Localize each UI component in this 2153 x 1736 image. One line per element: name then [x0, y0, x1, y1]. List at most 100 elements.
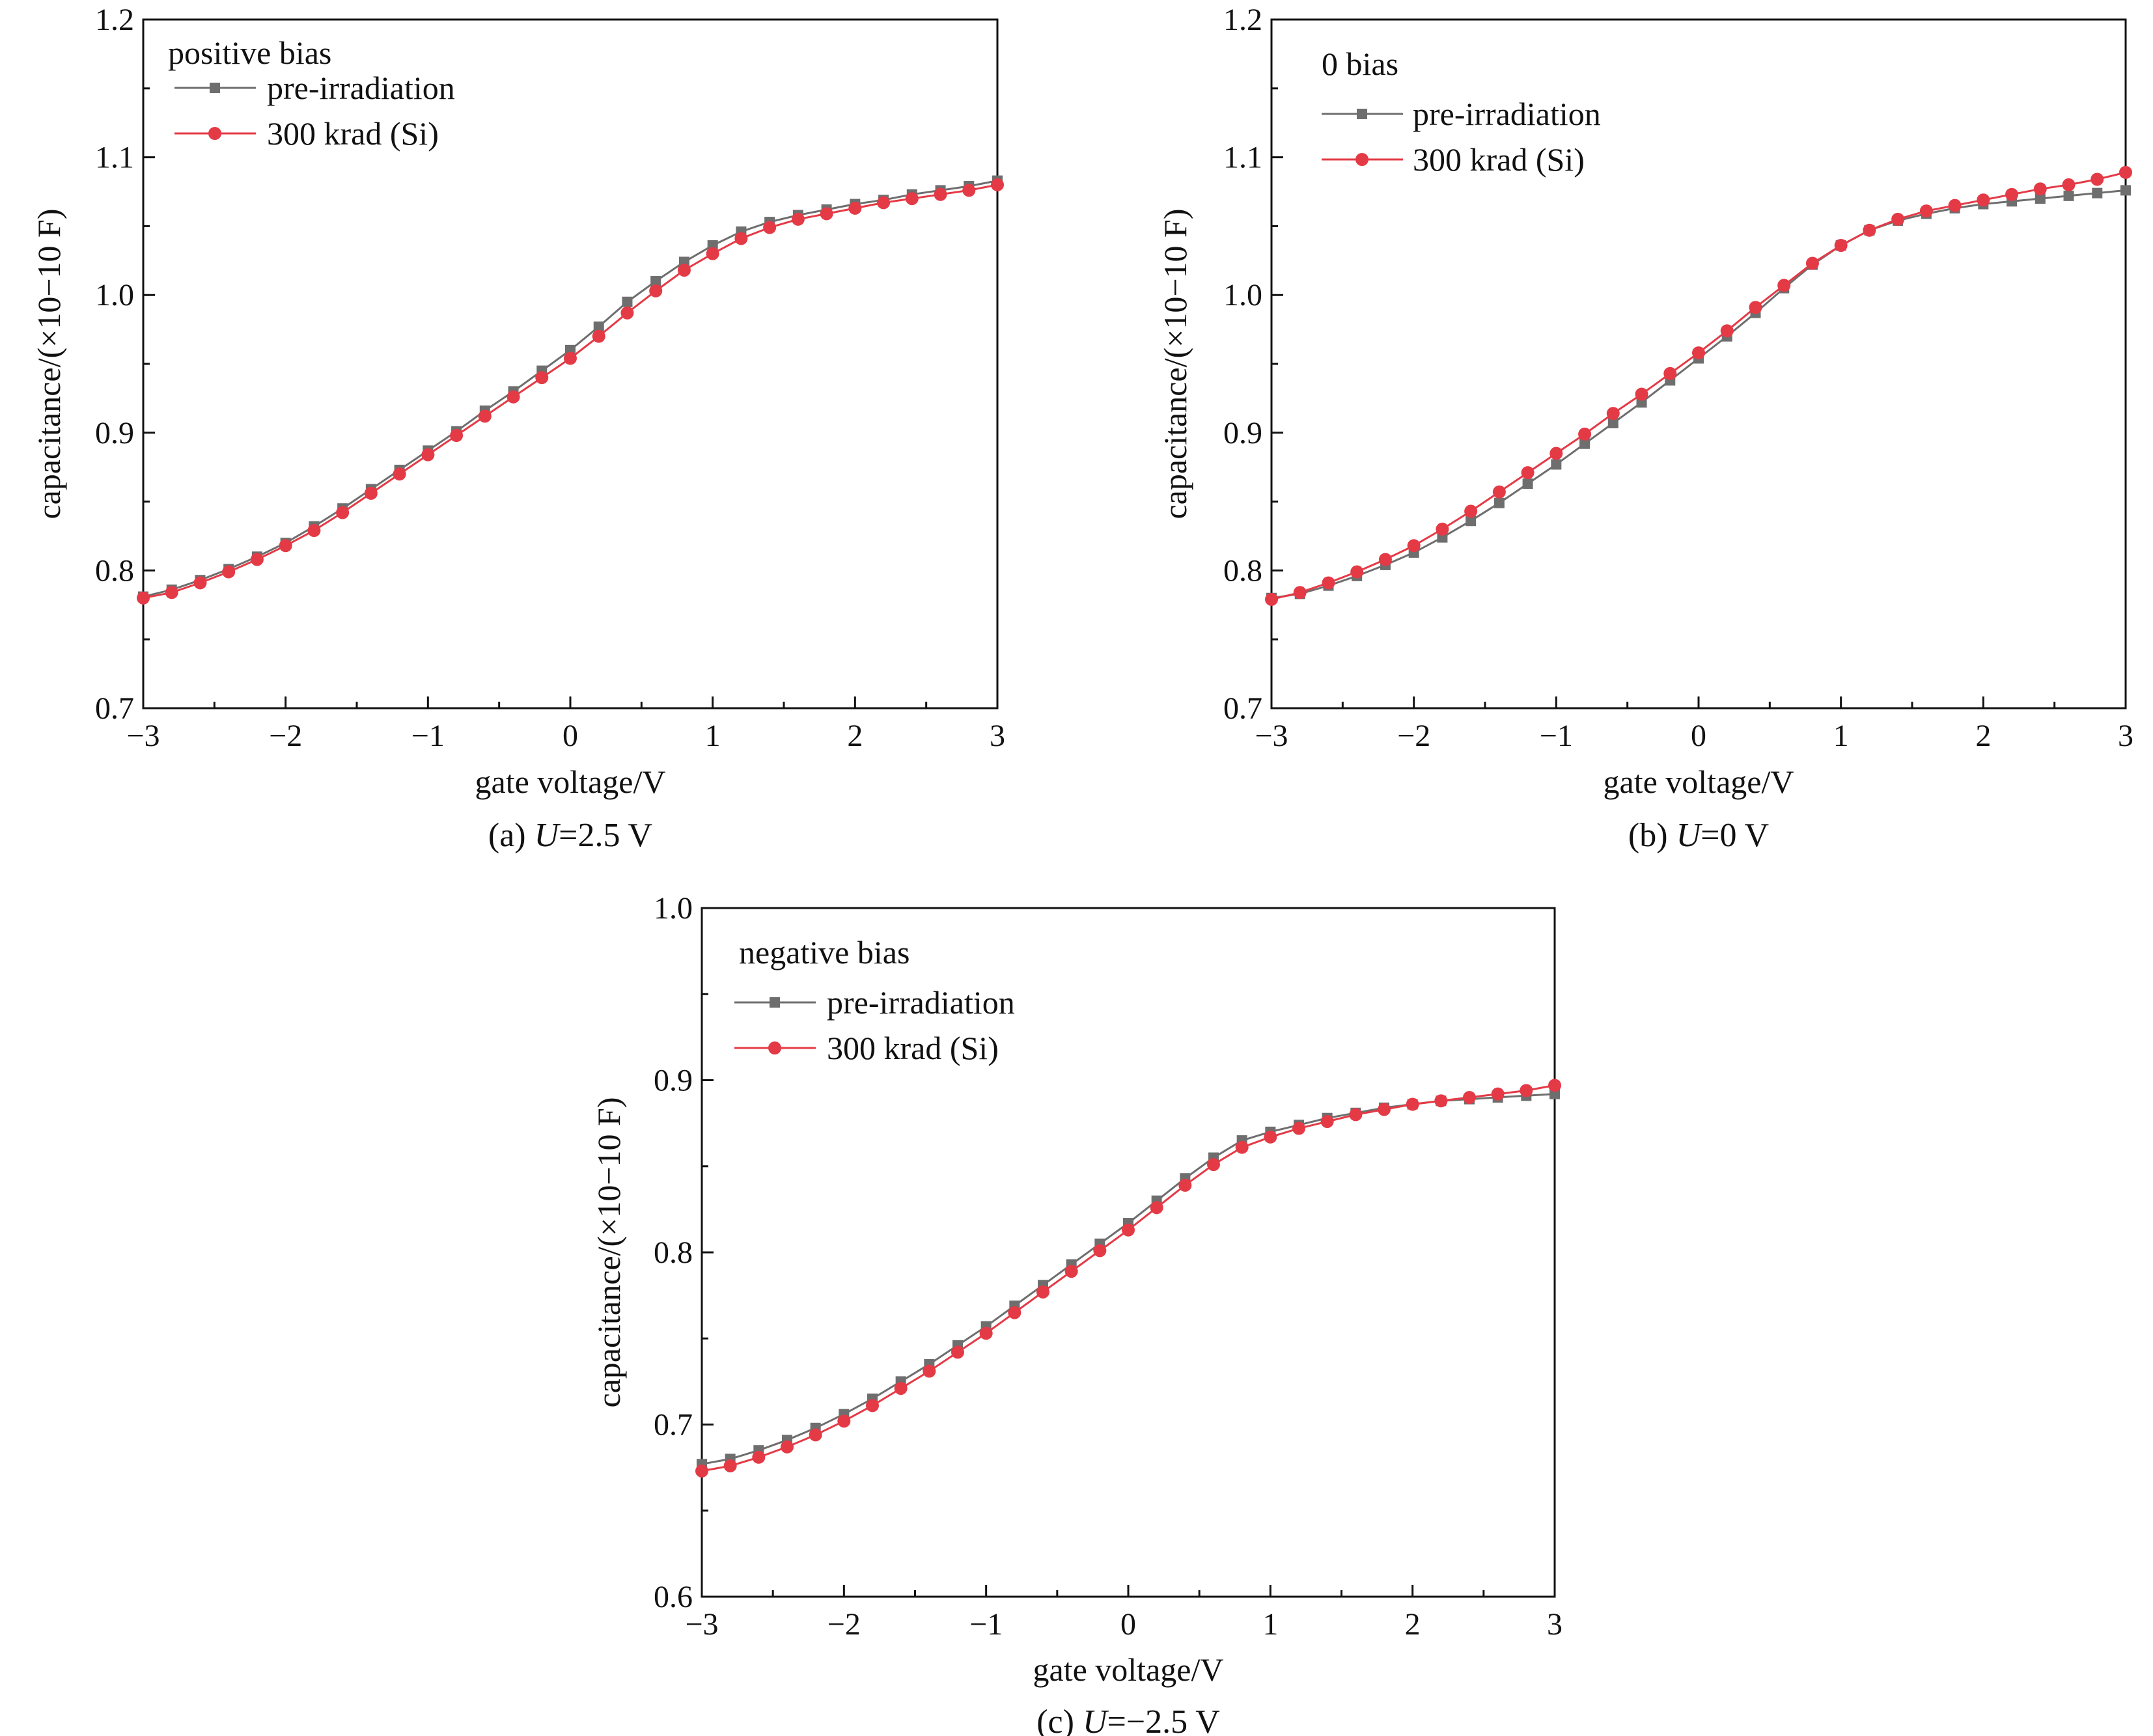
caption-prefix: (a) — [488, 817, 535, 854]
x-tick-label: 3 — [990, 719, 1005, 753]
data-point — [1749, 301, 1762, 314]
legend-title: 0 bias — [1322, 46, 1398, 82]
caption-prefix: (c) — [1036, 1703, 1083, 1736]
caption-variable: U — [535, 817, 561, 854]
panel-caption: (a) U=2.5 V — [488, 817, 652, 854]
x-tick-label: 0 — [1691, 719, 1706, 753]
x-tick-label: −3 — [126, 719, 160, 753]
legend-label: 300 krad (Si) — [827, 1030, 999, 1066]
data-point — [1378, 1103, 1391, 1116]
data-point — [1549, 1088, 1560, 1099]
data-point — [1635, 387, 1648, 401]
legend: 0 bias pre-irradiation 300 krad (Si) — [1322, 46, 1601, 178]
data-point — [1548, 1079, 1561, 1092]
caption-variable: U — [1676, 817, 1703, 854]
caption-value: =2.5 V — [559, 817, 652, 854]
data-point — [649, 284, 663, 297]
series-pre-irradiation — [1266, 185, 2131, 603]
caption-value: =0 V — [1701, 817, 1769, 854]
data-point — [877, 196, 891, 210]
data-point — [593, 321, 604, 332]
legend-label: 300 krad (Si) — [1413, 141, 1585, 178]
y-tick-label: 0.8 — [1223, 553, 1262, 588]
data-point — [706, 247, 719, 260]
y-tick-label: 1.2 — [1223, 3, 1262, 37]
series-pre-irradiation — [697, 1088, 1560, 1470]
caption-variable: U — [1083, 1703, 1109, 1736]
y-tick-label: 1.2 — [95, 3, 134, 37]
y-tick-labels: 0.7 0.8 0.9 1.0 1.1 1.2 — [95, 3, 134, 726]
data-point — [592, 329, 605, 343]
data-point — [723, 1459, 737, 1472]
legend-label: pre-irradiation — [1413, 96, 1601, 132]
data-point — [1777, 279, 1791, 292]
data-point — [1578, 427, 1592, 441]
data-point — [137, 591, 150, 605]
data-point — [1520, 1084, 1533, 1097]
x-tick-label: −3 — [685, 1607, 718, 1642]
data-point — [1919, 204, 1933, 218]
data-point — [1805, 256, 1819, 270]
legend-marker-symbol — [210, 83, 220, 93]
data-point — [809, 1428, 822, 1442]
data-point — [2092, 187, 2103, 199]
x-tick-labels: −3 −2 −1 0 1 2 3 — [1255, 719, 2133, 753]
data-point — [1235, 1140, 1249, 1154]
y-tick-label: 0.8 — [654, 1235, 693, 1270]
data-point — [1093, 1244, 1107, 1258]
x-tick-label: −1 — [1540, 719, 1573, 753]
data-point — [2062, 178, 2076, 191]
data-point — [1551, 459, 1562, 470]
y-tick-label: 1.0 — [1223, 278, 1262, 312]
x-axis-label: gate voltage/V — [1033, 1651, 1224, 1688]
data-point — [1465, 516, 1477, 527]
axis-ticks — [701, 907, 1556, 1598]
data-point — [1493, 497, 1505, 508]
series-layer — [695, 1079, 1561, 1478]
data-point — [1064, 1265, 1078, 1278]
data-point — [781, 1440, 794, 1454]
x-tick-labels: −3 −2 −1 0 1 2 3 — [126, 719, 1005, 753]
y-tick-label: 0.9 — [95, 416, 134, 450]
legend-marker — [770, 997, 780, 1008]
data-point — [1663, 366, 1677, 380]
data-point — [250, 553, 264, 566]
x-tick-label: 2 — [847, 719, 863, 753]
series-300-krad — [1265, 165, 2132, 606]
y-axis-label: capacitance/(×10−10 F) — [1157, 208, 1193, 519]
panel-caption: (c) U=−2.5 V — [1036, 1703, 1220, 1736]
legend-marker-symbol — [770, 997, 780, 1008]
series-line — [1271, 189, 2126, 599]
data-point — [951, 1345, 964, 1359]
caption-value: =−2.5 V — [1107, 1703, 1220, 1736]
data-point — [962, 184, 976, 197]
data-point — [791, 212, 805, 226]
legend-marker — [210, 83, 220, 93]
data-point — [1150, 1201, 1163, 1215]
panel-caption: (b) U=0 V — [1628, 817, 1769, 854]
legend-entry-pre: pre-irradiation — [1322, 96, 1601, 132]
data-point — [979, 1327, 993, 1340]
data-point — [1579, 438, 1590, 449]
data-point — [2119, 165, 2132, 179]
data-point — [336, 506, 350, 519]
data-point — [991, 178, 1004, 191]
y-tick-label: 0.7 — [654, 1408, 693, 1442]
series-300-krad — [695, 1079, 1561, 1478]
legend-marker-symbol — [768, 1041, 781, 1054]
data-point — [620, 306, 634, 320]
legend-entry-pre: pre-irradiation — [734, 984, 1015, 1021]
data-point — [2063, 190, 2074, 201]
x-tick-label: −2 — [269, 719, 302, 753]
series-line — [701, 1084, 1555, 1472]
data-point — [1293, 586, 1307, 599]
x-tick-label: −2 — [827, 1607, 861, 1642]
x-tick-label: 3 — [2118, 719, 2133, 753]
data-point — [535, 371, 549, 385]
legend: positive bias pre-irradiation 300 krad (… — [168, 34, 455, 152]
data-point — [193, 576, 207, 590]
data-point — [2090, 172, 2104, 186]
series-300-krad — [137, 178, 1004, 605]
data-point — [695, 1464, 708, 1478]
data-point — [1008, 1306, 1021, 1319]
